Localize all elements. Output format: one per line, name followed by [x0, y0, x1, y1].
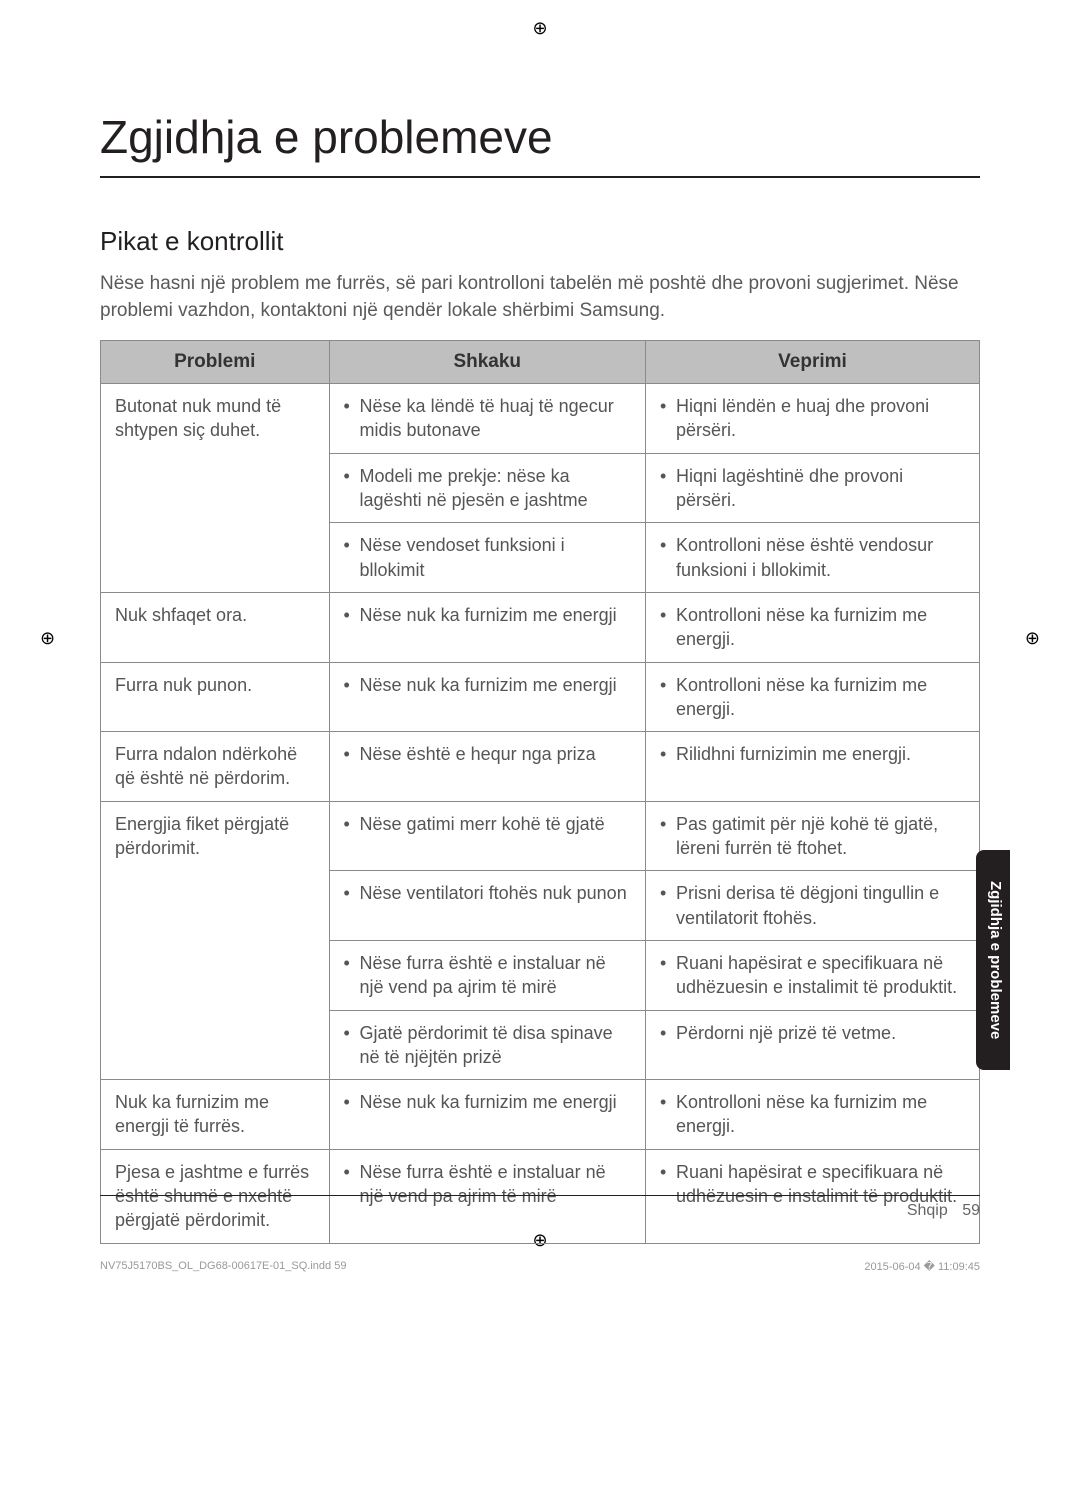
- cause-cell: Nëse nuk ka furnizim me energji: [329, 1080, 645, 1150]
- troubleshooting-table: Problemi Shkaku Veprimi Butonat nuk mund…: [100, 340, 980, 1243]
- header-cause: Shkaku: [329, 341, 645, 384]
- cause-cell: Gjatë përdorimit të disa spinave në të n…: [329, 1010, 645, 1080]
- registration-mark-right: ⊕: [1025, 628, 1040, 649]
- table-row: Furra ndalon ndërkohë që është në përdor…: [101, 732, 980, 802]
- action-cell: Prisni derisa të dëgjoni tingullin e ven…: [645, 871, 979, 941]
- cause-cell: Nëse ventilatori ftohës nuk punon: [329, 871, 645, 941]
- problem-cell: Furra ndalon ndërkohë që është në përdor…: [101, 732, 330, 802]
- action-cell: Kontrolloni nёse ka furnizim me energji.: [645, 1080, 979, 1150]
- table-row: Furra nuk punon.Nëse nuk ka furnizim me …: [101, 662, 980, 732]
- print-footer: NV75J5170BS_OL_DG68-00617E-01_SQ.indd 59…: [100, 1260, 980, 1273]
- problem-cell: Nuk ka furnizim me energji të furrës.: [101, 1080, 330, 1150]
- intro-text: Nëse hasni një problem me furrës, së par…: [100, 271, 980, 324]
- title-rule: [100, 176, 980, 178]
- action-cell: Ruani hapësirat e specifikuara në udhëzu…: [645, 940, 979, 1010]
- cause-cell: Nëse furra është e instaluar në një vend…: [329, 940, 645, 1010]
- action-cell: Përdorni një prizë të vetme.: [645, 1010, 979, 1080]
- action-cell: Hiqni lëndën e huaj dhe provoni përsëri.: [645, 384, 979, 454]
- cause-cell: Nëse është e hequr nga priza: [329, 732, 645, 802]
- problem-cell: Furra nuk punon.: [101, 662, 330, 732]
- cause-cell: Nëse ka lëndë të huaj të ngecur midis bu…: [329, 384, 645, 454]
- action-cell: Pas gatimit për një kohë të gjatë, lëren…: [645, 801, 979, 871]
- section-heading: Pikat e kontrollit: [100, 226, 980, 257]
- header-problem: Problemi: [101, 341, 330, 384]
- action-cell: Rilidhni furnizimin me energji.: [645, 732, 979, 802]
- table-row: Nuk ka furnizim me energji të furrës.Nës…: [101, 1080, 980, 1150]
- action-cell: Hiqni lagështinë dhe provoni përsëri.: [645, 453, 979, 523]
- table-header-row: Problemi Shkaku Veprimi: [101, 341, 980, 384]
- print-filename: NV75J5170BS_OL_DG68-00617E-01_SQ.indd 59: [100, 1260, 346, 1273]
- problem-cell: Butonat nuk mund të shtypen siç duhet.: [101, 384, 330, 593]
- page-footer: Shqip 59: [100, 1195, 980, 1220]
- print-timestamp: 2015-06-04 � 11:09:45: [864, 1260, 980, 1273]
- cause-cell: Nëse vendoset funksioni i bllokimit: [329, 523, 645, 593]
- table-row: Butonat nuk mund të shtypen siç duhet.Në…: [101, 384, 980, 454]
- footer-page-number: 59: [962, 1202, 980, 1219]
- registration-mark-left: ⊕: [40, 628, 55, 649]
- page-content: Zgjidhja e problemeve Pikat e kontrollit…: [100, 110, 980, 1244]
- cause-cell: Nëse gatimi merr kohë të gjatë: [329, 801, 645, 871]
- registration-mark-top: ⊕: [532, 18, 547, 39]
- problem-cell: Nuk shfaqet ora.: [101, 592, 330, 662]
- cause-cell: Nëse nuk ka furnizim me energji: [329, 592, 645, 662]
- cause-cell: Nëse nuk ka furnizim me energji: [329, 662, 645, 732]
- problem-cell: Energjia fiket përgjatë përdorimit.: [101, 801, 330, 1079]
- action-cell: Kontrolloni nёse ka furnizim me energji.: [645, 592, 979, 662]
- header-action: Veprimi: [645, 341, 979, 384]
- page-title: Zgjidhja e problemeve: [100, 110, 980, 164]
- action-cell: Kontrolloni nёse ka furnizim me energji.: [645, 662, 979, 732]
- table-row: Nuk shfaqet ora.Nëse nuk ka furnizim me …: [101, 592, 980, 662]
- footer-language: Shqip: [907, 1202, 948, 1219]
- table-row: Energjia fiket përgjatë përdorimit.Nëse …: [101, 801, 980, 871]
- action-cell: Kontrolloni nёse është vendosur funksion…: [645, 523, 979, 593]
- cause-cell: Modeli me prekje: nëse ka lagështi në pj…: [329, 453, 645, 523]
- side-tab: Zgjidhja e problemeve: [976, 850, 1010, 1070]
